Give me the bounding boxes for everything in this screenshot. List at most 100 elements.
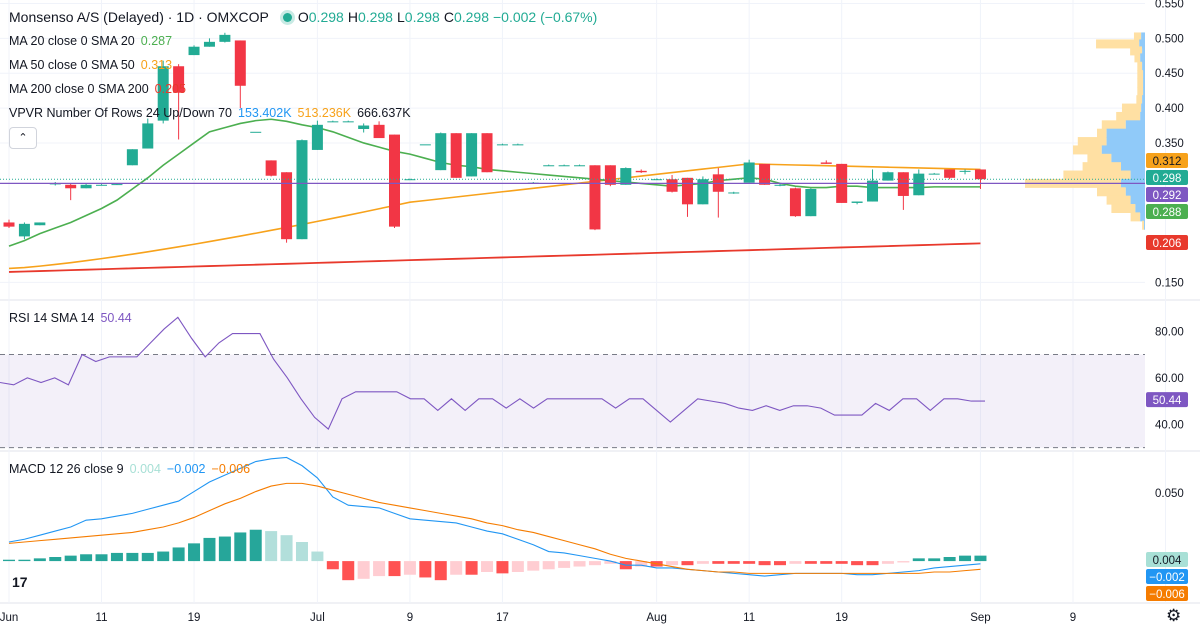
candle-body [358, 125, 370, 130]
price-label-text: 0.206 [1153, 238, 1182, 250]
price-tick-label: 0.150 [1155, 277, 1184, 289]
vpvr-row-up [1140, 53, 1145, 63]
candle-body [173, 66, 185, 93]
vpvr-row-up [1111, 153, 1145, 163]
candle-body [928, 173, 940, 175]
ma20-value: 0.287 [140, 34, 173, 48]
macd-histogram-bar [311, 551, 324, 562]
macd-value-badge [1146, 586, 1188, 601]
macd-histogram-bar [511, 561, 524, 572]
vpvr-row-up [1125, 187, 1145, 197]
macd-histogram-bar [851, 561, 864, 566]
macd-histogram-bar [897, 561, 910, 563]
ma50-value: 0.313 [140, 58, 173, 72]
macd-badge-text: 0.004 [1153, 555, 1182, 567]
price-label-text: 0.312 [1153, 156, 1182, 168]
macd-value-badge [1146, 569, 1188, 584]
rsi-legend[interactable]: RSI 14 SMA 14 50.44 [9, 311, 132, 325]
time-tick-label: Jul [310, 612, 325, 624]
macd-histogram-bar [774, 561, 786, 566]
rsi-badge-text: 50.44 [1153, 395, 1182, 407]
candle-body [296, 140, 308, 240]
candle-body [65, 184, 77, 189]
ma200-legend[interactable]: MA 200 close 0 SMA 200 0.205 [9, 82, 186, 96]
vpvr-row-up [1140, 212, 1145, 222]
vpvr-row-up [1106, 137, 1145, 147]
vpvr-row-up [1140, 111, 1145, 121]
candle-body [944, 169, 956, 178]
candle-body [620, 168, 632, 185]
time-tick-label: Aug [646, 612, 666, 624]
candle-body [759, 163, 771, 185]
ma200-value: 0.205 [154, 82, 186, 96]
time-tick-label: 11 [743, 612, 755, 624]
price-label-badge [1146, 204, 1188, 219]
rsi-line [0, 316, 985, 430]
vpvr-row-down [1073, 145, 1102, 155]
candle-body [466, 133, 478, 177]
macd-histogram-bar [974, 555, 987, 562]
candle-body [342, 121, 354, 123]
close-value: 0.298 [453, 9, 489, 25]
candle-body [373, 124, 385, 139]
price-tick-label: 0.400 [1155, 103, 1184, 115]
macd-histogram-bar [573, 561, 586, 567]
vpvr-row-down [1142, 220, 1145, 230]
rsi-value: 50.44 [100, 311, 132, 325]
macd-hist-value: 0.004 [129, 462, 161, 476]
chevron-up-icon: ⌃ [18, 132, 28, 144]
vpvr-row-up [1135, 204, 1145, 214]
macd-badge-text: −0.006 [1149, 589, 1185, 601]
candle-body [311, 124, 323, 150]
rsi-value-badge [1146, 392, 1188, 408]
candle-body [867, 180, 879, 202]
macd-histogram-bar [542, 561, 555, 570]
macd-histogram-bar [789, 561, 802, 564]
ma50-legend[interactable]: MA 50 close 0 SMA 50 0.313 [9, 58, 173, 72]
macd-histogram-bar [527, 561, 540, 571]
macd-histogram-bar [188, 543, 201, 562]
low-value: 0.298 [404, 9, 440, 25]
vpvr-row-up [1141, 32, 1145, 42]
vpvr-row-up [1143, 78, 1145, 88]
vpvr-row-down [1137, 61, 1143, 71]
vpvr-row-down [1121, 103, 1142, 113]
vpvr-row-up [1143, 70, 1145, 80]
macd-histogram-bar [126, 552, 139, 562]
price-tick-label: 0.350 [1155, 138, 1184, 150]
rsi-tick-label: 60.00 [1155, 373, 1184, 385]
macd-histogram-bar [342, 561, 355, 581]
macd-histogram-bar [681, 561, 694, 566]
candle-body [604, 165, 616, 185]
macd-histogram-bar [820, 561, 833, 564]
macd-histogram-bar [265, 531, 278, 562]
time-tick-label: 11 [96, 612, 108, 624]
price-tick-label: 0.550 [1155, 0, 1184, 10]
ma20-legend[interactable]: MA 20 close 0 SMA 20 0.287 [9, 34, 173, 48]
price-tick-label: 0.450 [1155, 68, 1184, 80]
candle-body [142, 123, 154, 149]
collapse-legend-button[interactable]: ⌃ [9, 127, 37, 149]
candle-body [203, 41, 215, 47]
macd-signal-line [8, 482, 981, 574]
vpvr-row-down [1130, 212, 1141, 222]
gear-icon[interactable]: ⚙ [1166, 606, 1182, 625]
vpvr-row-up [1141, 103, 1145, 113]
candle-body [805, 188, 817, 217]
candle-body [789, 188, 801, 217]
candle-body [327, 121, 339, 123]
symbol-header: Monsenso A/S (Delayed) · 1D · OMXCOP O0.2… [9, 9, 598, 25]
vpvr-legend[interactable]: VPVR Number Of Rows 24 Up/Down 70 153.402… [9, 106, 411, 120]
tradingview-logo[interactable]: 17 [12, 574, 28, 590]
macd-legend[interactable]: MACD 12 26 close 9 0.004 −0.002 −0.006 [9, 462, 251, 476]
candle-body [265, 160, 277, 176]
candle-body [851, 201, 863, 203]
candle-body [96, 184, 108, 186]
time-tick-label: 9 [1070, 612, 1076, 624]
vpvr-row-up [1142, 95, 1145, 105]
symbol-title[interactable]: Monsenso A/S (Delayed) · 1D · OMXCOP [9, 9, 269, 25]
candle-body [820, 162, 832, 164]
candle-body [419, 144, 431, 146]
vpvr-row-up [1125, 120, 1145, 130]
